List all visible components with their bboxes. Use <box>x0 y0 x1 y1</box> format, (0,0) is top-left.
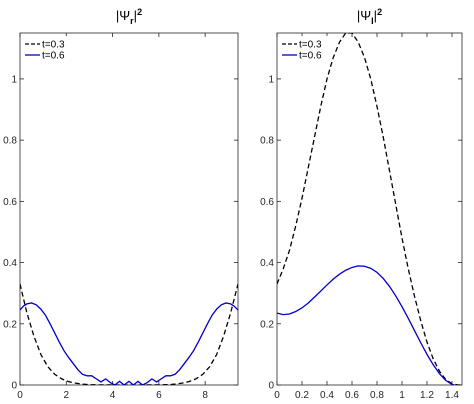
chart-panel-1: 00.20.40.60.810 2 4 6 8|Ψr|2t=0.3t=0.6 <box>3 7 239 401</box>
plot-area <box>276 32 463 386</box>
x-tick-label: 1.4 <box>445 390 459 401</box>
x-tick-label: 8 <box>202 390 208 401</box>
y-tick-label: 0 <box>268 381 274 392</box>
x-tick-label: 0 <box>17 390 23 401</box>
y-tick-label: 0.4 <box>260 258 274 269</box>
x-tick-label: 0.2 <box>295 390 309 401</box>
x-tick-label: 0 <box>274 390 280 401</box>
series-line-t-0-3 <box>20 283 238 385</box>
x-tick-label: 1 <box>399 390 405 401</box>
chart-title: |Ψr|2 <box>116 7 142 26</box>
chart-panel-2: 0 0.2 0.4 0.6 0.8 1 0 0.2 0.4 0.6 0.8 1 1.2 1.4 |ΨI|2 t… <box>260 7 463 401</box>
y-tick-label: 0.8 <box>3 136 17 147</box>
title-subscript: r <box>130 16 134 26</box>
y-tick-label: 0.8 <box>260 136 274 147</box>
x-tick-label: 6 <box>156 390 162 401</box>
legend: t=0.3t=0.6 <box>280 36 328 62</box>
x-tick-label: 1.2 <box>420 390 434 401</box>
y-tick-label: 0.2 <box>260 319 274 330</box>
title-tail: | <box>134 8 137 23</box>
x-tick-label: 0.4 <box>320 390 334 401</box>
title-superscript: 2 <box>137 7 142 17</box>
x-tick-label: 4 <box>110 390 116 401</box>
title-main: |Ψ <box>116 8 130 23</box>
title-main: |Ψ <box>357 8 371 23</box>
y-tick-label: 1 <box>11 74 17 85</box>
y-tick-label: 1 <box>268 74 274 85</box>
x-tick-label: 2 <box>64 390 70 401</box>
title-subscript: I <box>371 16 374 26</box>
legend-box <box>280 36 328 62</box>
y-tick-label: 0 <box>11 381 17 392</box>
legend-label: t=0.3 <box>299 40 322 51</box>
legend-label: t=0.6 <box>42 51 65 62</box>
y-tick-label: 0.4 <box>3 258 17 269</box>
title-superscript: 2 <box>377 7 382 17</box>
legend-label: t=0.3 <box>42 40 65 51</box>
y-tick-label: 0.6 <box>260 197 274 208</box>
legend: t=0.3t=0.6 <box>23 36 71 62</box>
plot-area <box>19 32 239 386</box>
series-line-t-0-3 <box>277 33 462 385</box>
series-line-t-0-6 <box>20 302 238 385</box>
legend-box <box>23 36 71 62</box>
y-tick-label: 0.6 <box>3 197 17 208</box>
x-tick-label: 0.8 <box>370 390 384 401</box>
x-tick-label: 0.6 <box>345 390 359 401</box>
series-line-t-0-6 <box>277 265 455 385</box>
chart-title: |ΨI|2 <box>357 7 382 26</box>
legend-label: t=0.6 <box>299 51 322 62</box>
title-tail: | <box>374 8 377 23</box>
y-tick-label: 0.2 <box>3 319 17 330</box>
